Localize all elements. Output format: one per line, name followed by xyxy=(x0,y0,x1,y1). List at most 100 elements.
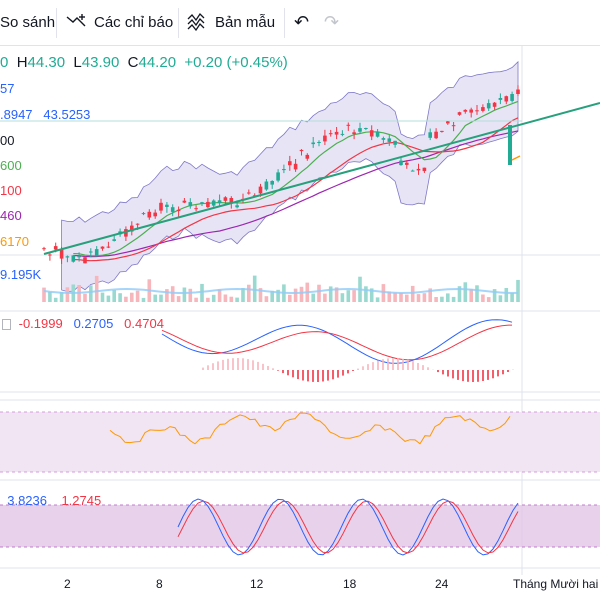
volume-bar xyxy=(258,288,263,302)
candle-body xyxy=(428,132,432,138)
volume-bar xyxy=(516,279,520,302)
toolbar-divider xyxy=(178,8,179,38)
volume-bar xyxy=(182,287,187,302)
volume-bar xyxy=(381,284,386,302)
candle-body xyxy=(211,200,216,206)
ma3-legend: 600 xyxy=(0,158,22,173)
volume-bar xyxy=(200,283,204,302)
templates-button[interactable]: Bản mẫu xyxy=(187,0,275,45)
candle-body xyxy=(475,110,479,112)
x-axis-label: 8 xyxy=(156,577,163,591)
volume-bar xyxy=(252,275,257,302)
candle-body xyxy=(399,160,403,166)
toolbar-divider xyxy=(56,8,57,38)
candle-body xyxy=(264,181,269,190)
volume-ma-line xyxy=(43,287,519,295)
candle-body xyxy=(42,248,46,250)
volume-bar xyxy=(334,287,339,302)
volume-bar xyxy=(328,286,333,302)
volume-bar xyxy=(428,288,432,302)
candle-body xyxy=(317,142,321,143)
indicators-button[interactable]: Các chỉ báo xyxy=(66,0,173,45)
candle-body xyxy=(352,132,356,134)
candle-body xyxy=(451,125,456,127)
volume-bar xyxy=(264,296,269,302)
volume-bar xyxy=(141,297,146,302)
candle-body xyxy=(375,131,380,137)
x-axis-label: 24 xyxy=(435,577,449,591)
volume-bar xyxy=(340,293,345,302)
bb-value: .8947 xyxy=(0,107,33,122)
x-axis-label: 2 xyxy=(64,577,71,591)
candle-body xyxy=(457,112,462,115)
open-value: 0 xyxy=(0,54,9,71)
candle-body xyxy=(53,246,58,250)
line-plus-icon xyxy=(66,12,88,34)
candle-body xyxy=(358,128,362,132)
volume-bar xyxy=(106,295,111,302)
candle-body xyxy=(258,186,263,194)
compare-button[interactable]: So sánh xyxy=(0,0,55,45)
volume-bar xyxy=(100,292,105,302)
templates-label: Bản mẫu xyxy=(215,14,276,31)
stoch-legend: 3.8236 1.2745 xyxy=(0,493,101,508)
volume-bar xyxy=(53,297,58,302)
candle-body xyxy=(440,130,444,132)
volume-bar xyxy=(276,289,280,302)
candle-body xyxy=(106,246,111,248)
ohlc-legend: 0 H44.30 L43.90 C44.20 +0.20 (+0.45%) xyxy=(0,54,288,74)
redo-icon[interactable]: ↷ xyxy=(324,12,340,32)
volume-bar xyxy=(369,288,374,302)
candle-body xyxy=(508,125,512,165)
candle-body xyxy=(369,130,374,137)
candle-body xyxy=(188,202,193,207)
volume-bar xyxy=(135,290,140,302)
candle-body xyxy=(182,200,187,203)
ma6-legend: 6170 xyxy=(0,234,29,249)
candle-body xyxy=(223,197,228,201)
candle-body xyxy=(89,251,93,253)
volume-bar xyxy=(206,297,210,302)
macd-hist-value: 0.4704 xyxy=(124,316,164,331)
undo-icon[interactable]: ↶ xyxy=(294,12,310,32)
candle-body xyxy=(340,133,345,135)
volume-bar xyxy=(118,293,122,302)
candle-body xyxy=(463,109,468,112)
volume-bar xyxy=(59,292,64,302)
candle-body xyxy=(381,138,386,140)
volume-bar xyxy=(504,288,509,302)
candle-body xyxy=(299,149,304,152)
low-label: L xyxy=(73,54,82,71)
volume-bar xyxy=(94,275,99,302)
volume-bar xyxy=(211,294,216,302)
stoch-d-line xyxy=(177,500,519,554)
volume-bar xyxy=(124,296,128,302)
candle-body xyxy=(276,172,280,181)
collapse-icon[interactable] xyxy=(2,319,11,331)
candle-body xyxy=(159,202,163,211)
volume-bar xyxy=(42,287,46,302)
candle-body xyxy=(147,211,152,218)
candle-body xyxy=(200,202,204,204)
template-icon xyxy=(187,11,209,35)
candle-body xyxy=(364,128,368,129)
macd-signal-value: 0.2705 xyxy=(73,316,114,331)
candle-body xyxy=(124,229,128,237)
candle-body xyxy=(387,138,392,142)
top-toolbar: So sánh Các chỉ báo Bản mẫu ↶ ↷ xyxy=(0,0,600,46)
volume-bar xyxy=(270,290,274,302)
candle-body xyxy=(282,169,286,171)
volume-bar xyxy=(451,296,456,302)
candle-body xyxy=(486,103,491,109)
candle-body xyxy=(141,213,146,215)
candle-body xyxy=(94,249,99,257)
candle-body xyxy=(130,225,134,232)
candle-body xyxy=(65,256,70,258)
rsi-line xyxy=(109,412,511,445)
volume-bar xyxy=(112,290,116,302)
volume-bar xyxy=(293,288,298,302)
candle-body xyxy=(71,255,76,262)
volume-bar xyxy=(317,284,321,302)
candle-body xyxy=(346,124,351,126)
